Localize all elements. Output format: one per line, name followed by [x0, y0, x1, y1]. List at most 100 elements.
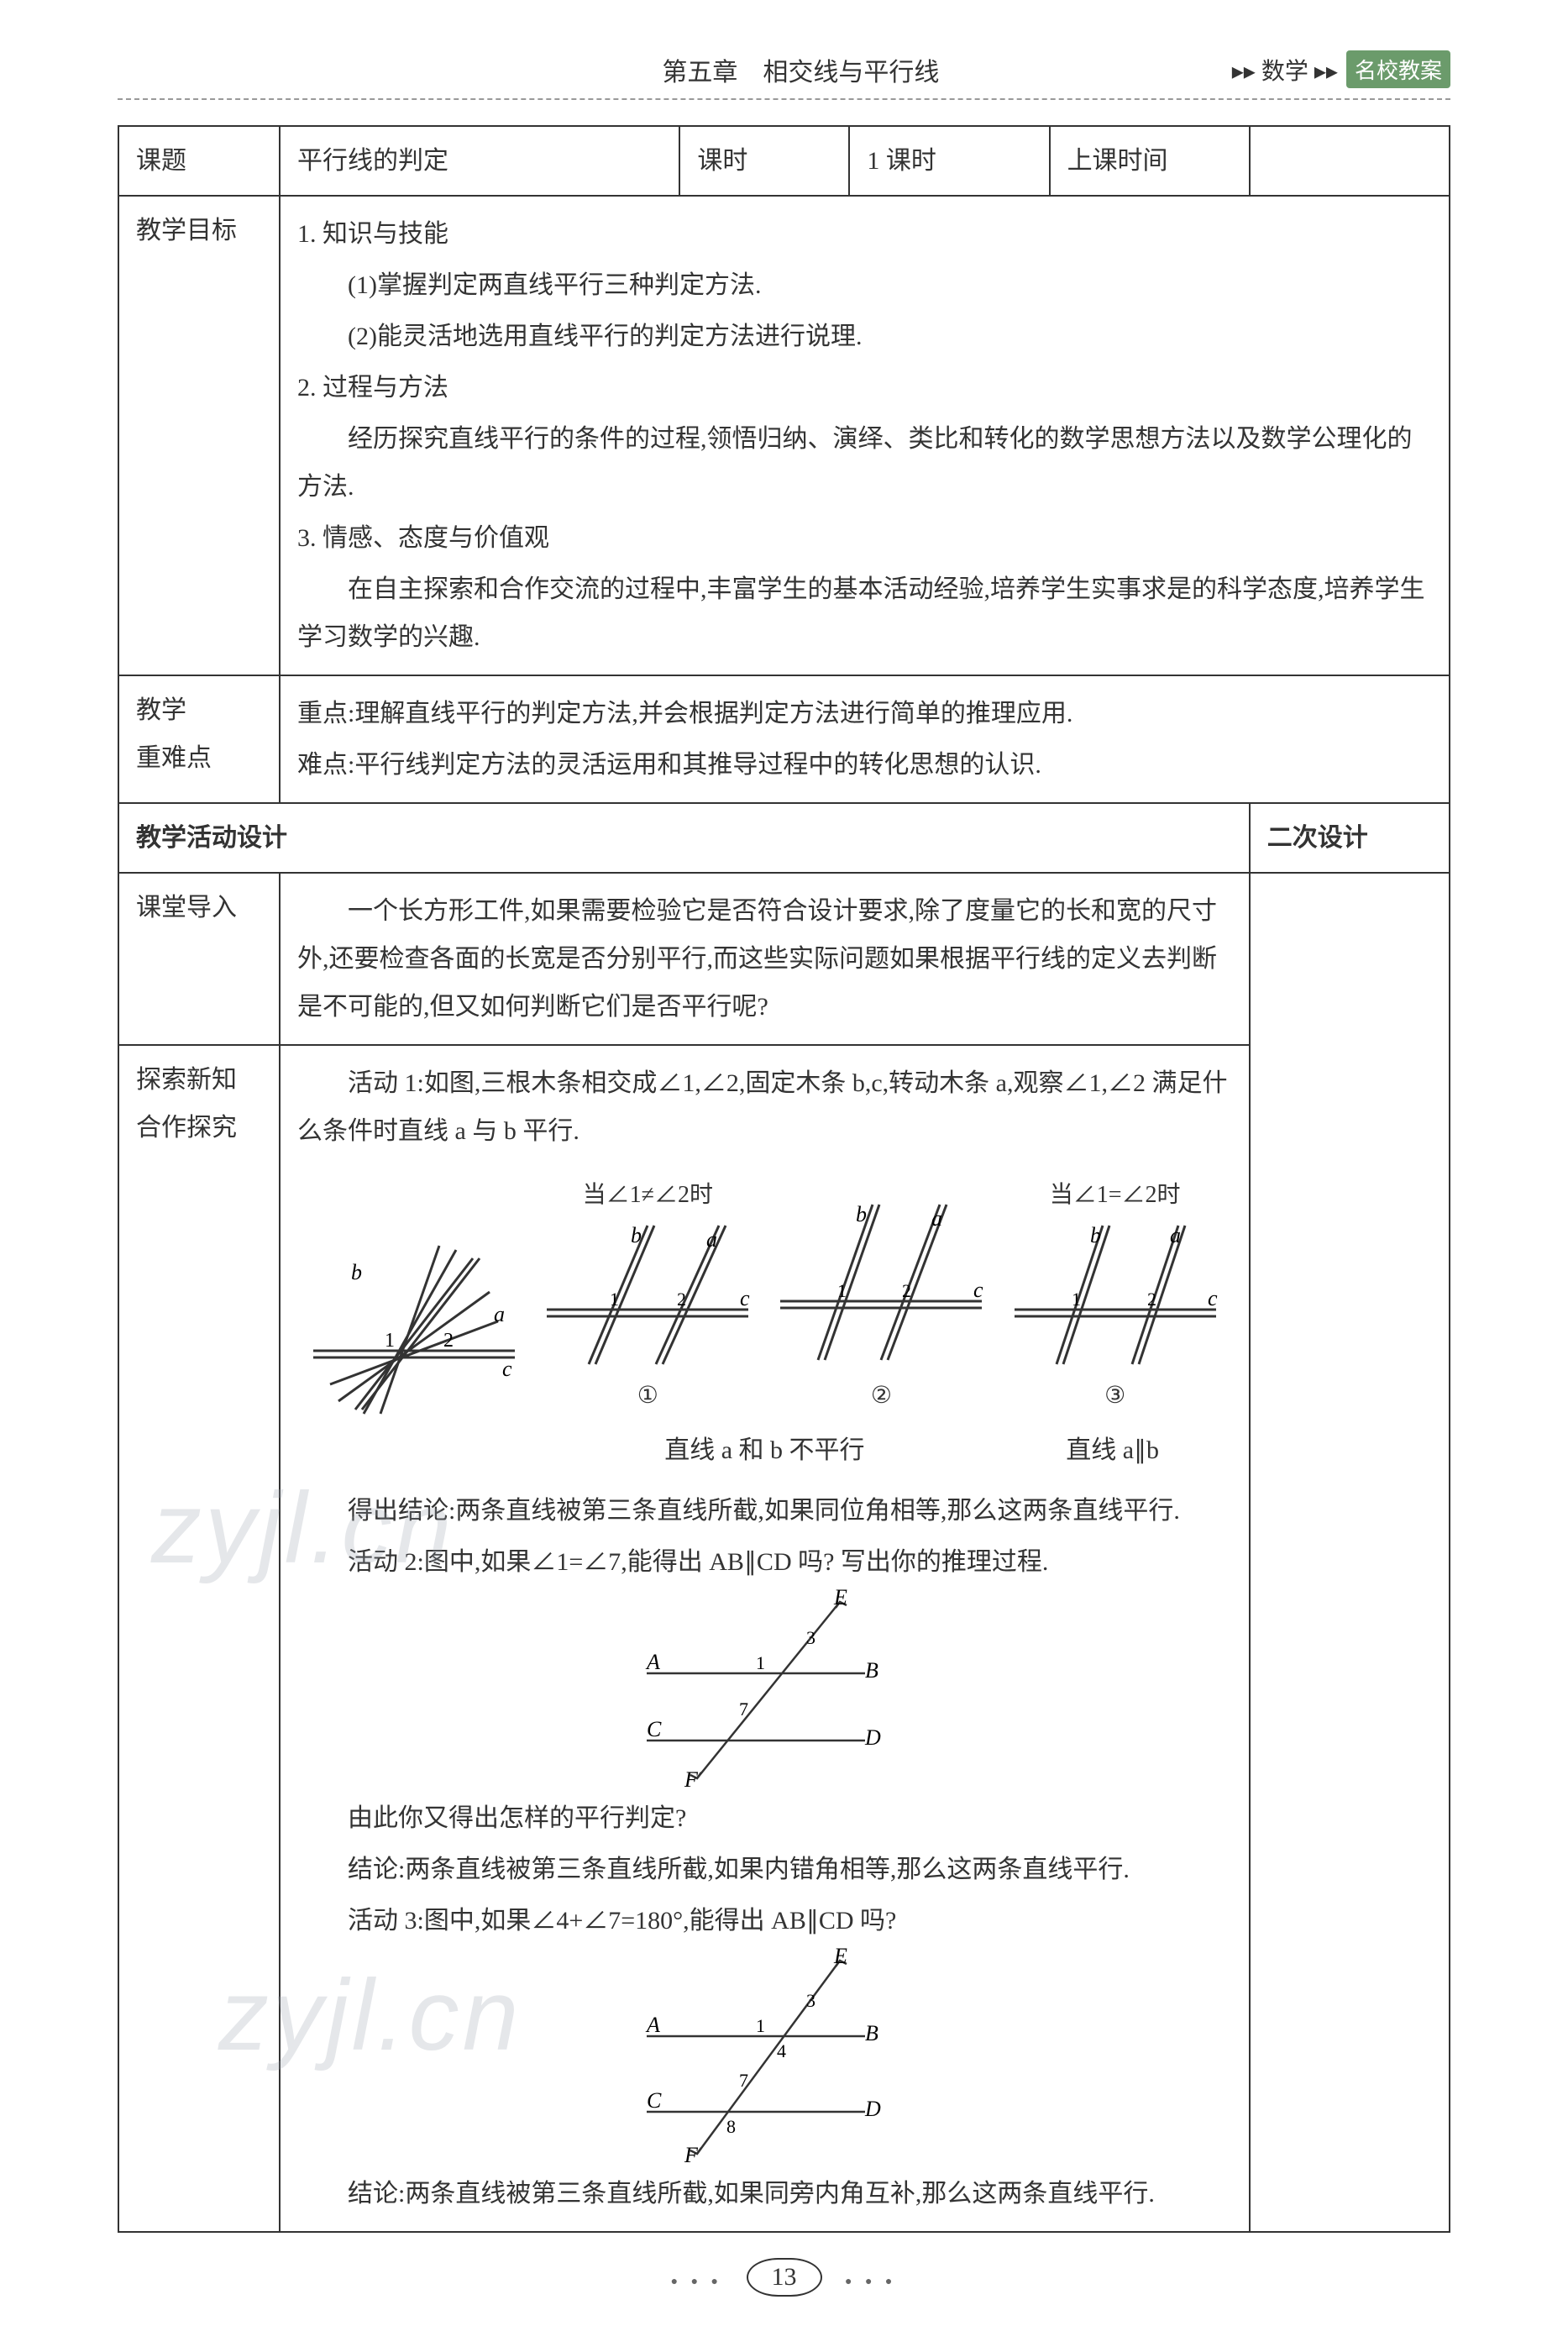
table-row: 课题 平行线的判定 课时 1 课时 上课时间	[118, 126, 1450, 196]
svg-text:c: c	[740, 1286, 750, 1310]
svg-text:4: 4	[777, 2040, 786, 2061]
cap-right: 直线 a∥b	[1004, 1426, 1222, 1474]
svg-text:C: C	[647, 1717, 662, 1741]
cell-explore-label: 探索新知 合作探究	[118, 1045, 280, 2232]
page-number: 13	[747, 2258, 822, 2297]
cell-keypoints-content: 重点:理解直线平行的判定方法,并会根据判定方法进行简单的推理应用. 难点:平行线…	[280, 675, 1450, 803]
cell-time-label: 上课时间	[1050, 126, 1250, 196]
label-b: b	[351, 1260, 362, 1284]
label-1: 1	[385, 1330, 395, 1352]
sticks-3-icon: b a c 1 2	[1006, 1217, 1225, 1368]
svg-text:7: 7	[739, 1699, 748, 1720]
chapter-title: 第五章 相交线与平行线	[370, 51, 1232, 88]
cell-topic-label: 课题	[118, 126, 280, 196]
svg-text:A: A	[645, 1650, 660, 1674]
svg-text:F: F	[684, 1767, 699, 1791]
svg-text:2: 2	[902, 1280, 911, 1301]
cell-period-value: 1 课时	[849, 126, 1049, 196]
cell-topic-value: 平行线的判定	[280, 126, 679, 196]
fig-top-left: 当∠1≠∠2时	[538, 1173, 757, 1217]
svg-text:B: B	[865, 2021, 878, 2045]
table-row: 课堂导入 一个长方形工件,如果需要检验它是否符合设计要求,除了度量它的长和宽的尺…	[118, 873, 1450, 1045]
cell-keypoints-label: 教学 重难点	[118, 675, 280, 803]
svg-text:E: E	[833, 1948, 847, 1968]
explore-a2: 活动 2:图中,如果∠1=∠7,能得出 AB∥CD 吗? 写出你的推理过程.	[297, 1538, 1232, 1586]
svg-text:1: 1	[756, 1652, 765, 1673]
cell-intro-label: 课堂导入	[118, 873, 280, 1045]
svg-text:3: 3	[806, 1990, 815, 2011]
svg-text:7: 7	[739, 2070, 748, 2091]
svg-text:a: a	[931, 1206, 942, 1231]
fignum-3: ③	[1006, 1373, 1225, 1418]
goals-h1: 1. 知识与技能	[297, 210, 1432, 258]
figure-3: 当∠1=∠2时 b a c	[1006, 1168, 1225, 1418]
svg-text:a: a	[1170, 1223, 1181, 1247]
svg-text:1: 1	[610, 1289, 619, 1310]
svg-text:b: b	[631, 1223, 642, 1247]
svg-text:D: D	[864, 2097, 881, 2121]
design-header-side: 二次设计	[1250, 803, 1450, 873]
a3-conc: 结论:两条直线被第三条直线所截,如果同旁内角互补,那么这两条直线平行.	[297, 2170, 1232, 2218]
svg-text:F: F	[684, 2143, 699, 2166]
figure-activity2: E F A B C D 3 1 7	[297, 1589, 1232, 1791]
cap-mid: 直线 a 和 b 不平行	[546, 1426, 983, 1474]
page-header: 第五章 相交线与平行线 ▸▸ 数学 ▸▸ 名校教案	[118, 50, 1450, 100]
svg-text:c: c	[1208, 1286, 1218, 1310]
svg-text:A: A	[645, 2013, 660, 2037]
transversal-2-icon: E F A B C D 3 1 4 7 8	[613, 1948, 915, 2166]
table-row: 教学 重难点 重点:理解直线平行的判定方法,并会根据判定方法进行简单的推理应用.…	[118, 675, 1450, 803]
figure-caption-row: 直线 a 和 b 不平行 直线 a∥b	[297, 1426, 1232, 1474]
sticks-1-icon: b a c 1 2	[538, 1217, 757, 1368]
a2-q: 由此你又得出怎样的平行判定?	[297, 1794, 1232, 1842]
figure-2: b a c 1 2 ②	[772, 1192, 990, 1418]
cell-period-label: 课时	[679, 126, 849, 196]
cell-goals-content: 1. 知识与技能 (1)掌握判定两直线平行三种判定方法. (2)能灵活地选用直线…	[280, 196, 1450, 675]
svg-text:1: 1	[1072, 1289, 1081, 1310]
page-number-dots: 13	[654, 2263, 915, 2291]
svg-text:D: D	[864, 1725, 881, 1750]
goals-l1a: (1)掌握判定两直线平行三种判定方法.	[297, 261, 1432, 309]
svg-text:2: 2	[1147, 1289, 1156, 1310]
header-right: ▸▸ 数学 ▸▸ 名校教案	[1232, 50, 1450, 88]
a1-conc: 得出结论:两条直线被第三条直线所截,如果同位角相等,那么这两条直线平行.	[297, 1487, 1232, 1535]
svg-text:b: b	[856, 1202, 867, 1226]
svg-text:b: b	[1090, 1223, 1101, 1247]
cell-time-value	[1250, 126, 1450, 196]
fig-top-right: 当∠1=∠2时	[1006, 1173, 1225, 1217]
svg-text:c: c	[973, 1278, 983, 1302]
svg-text:B: B	[865, 1658, 878, 1683]
svg-text:E: E	[833, 1589, 847, 1609]
figure-fan: b a c 1 2	[305, 1242, 523, 1418]
keypoints-l2: 难点:平行线判定方法的灵活运用和其推导过程中的转化思想的认识.	[297, 741, 1432, 789]
explore-a3: 活动 3:图中,如果∠4+∠7=180°,能得出 AB∥CD 吗?	[297, 1897, 1232, 1945]
keypoints-l1: 重点:理解直线平行的判定方法,并会根据判定方法进行简单的推理应用.	[297, 690, 1432, 738]
svg-text:C: C	[647, 2088, 662, 2113]
label-2: 2	[443, 1330, 454, 1352]
cell-explore-content: 活动 1:如图,三根木条相交成∠1,∠2,固定木条 b,c,转动木条 a,观察∠…	[280, 1045, 1250, 2232]
cell-secondary-design	[1250, 873, 1450, 2232]
goals-h3: 3. 情感、态度与价值观	[297, 514, 1432, 562]
fan-diagram-icon: b a c 1 2	[305, 1242, 523, 1418]
svg-text:3: 3	[806, 1627, 815, 1648]
subject-label: ▸▸ 数学 ▸▸	[1232, 53, 1338, 87]
svg-text:1: 1	[756, 2015, 765, 2036]
explore-a1: 活动 1:如图,三根木条相交成∠1,∠2,固定木条 b,c,转动木条 a,观察∠…	[297, 1059, 1232, 1155]
svg-text:a: a	[706, 1227, 717, 1252]
goals-l3: 在自主探索和合作交流的过程中,丰富学生的基本活动经验,培养学生实事求是的科学态度…	[297, 565, 1432, 661]
figure-activity3: E F A B C D 3 1 4 7 8	[297, 1948, 1232, 2166]
a2-conc: 结论:两条直线被第三条直线所截,如果内错角相等,那么这两条直线平行.	[297, 1846, 1232, 1893]
fignum-2: ②	[772, 1373, 990, 1418]
label-a: a	[494, 1302, 505, 1326]
design-header-main: 教学活动设计	[118, 803, 1250, 873]
cell-goals-label: 教学目标	[118, 196, 280, 675]
goals-h2: 2. 过程与方法	[297, 364, 1432, 412]
figure-row-sticks: b a c 1 2 当∠1≠∠2时	[297, 1168, 1232, 1418]
badge: 名校教案	[1346, 50, 1450, 88]
sticks-2-icon: b a c 1 2	[772, 1192, 990, 1368]
figure-1: 当∠1≠∠2时 b a c	[538, 1168, 757, 1418]
svg-text:8: 8	[726, 2116, 736, 2137]
goals-l2: 经历探究直线平行的条件的过程,领悟归纳、演绎、类比和转化的数学思想方法以及数学公…	[297, 415, 1432, 511]
page-number-wrap: 13	[118, 2258, 1450, 2297]
cell-intro-content: 一个长方形工件,如果需要检验它是否符合设计要求,除了度量它的长和宽的尺寸外,还要…	[280, 873, 1250, 1045]
svg-text:1: 1	[837, 1280, 847, 1301]
